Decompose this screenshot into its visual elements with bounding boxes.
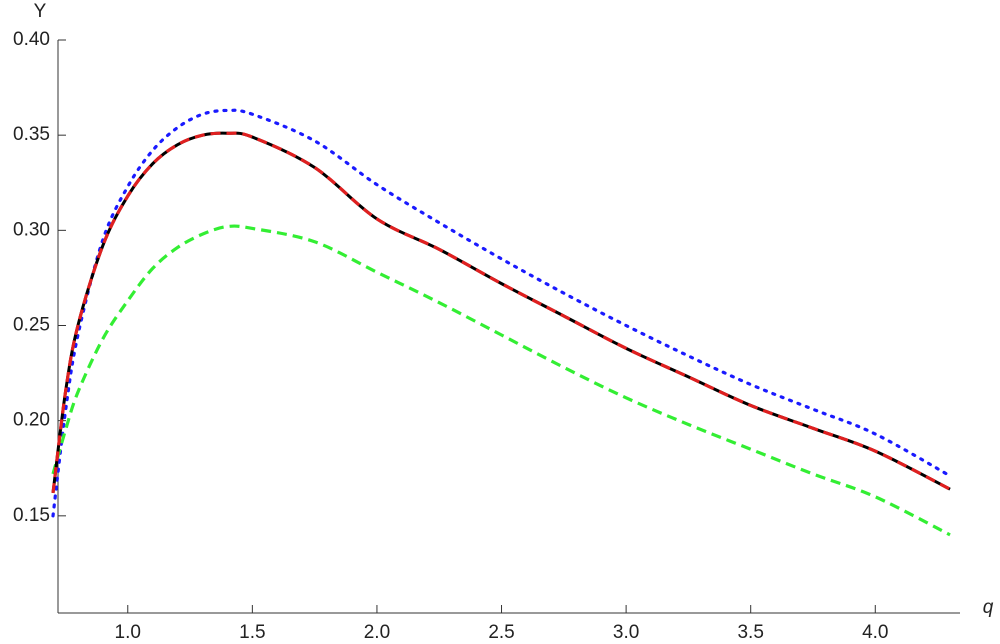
x-tick-label: 4.0 bbox=[862, 622, 888, 643]
y-tick-label: 0.15 bbox=[13, 505, 50, 526]
line-series bbox=[51, 108, 952, 518]
y-tick-label: 0.25 bbox=[13, 315, 50, 336]
x-tick-label: 1.0 bbox=[115, 622, 141, 643]
x-tick-label: 3.0 bbox=[613, 622, 639, 643]
y-tick-label: 0.35 bbox=[13, 124, 50, 145]
line-series bbox=[51, 131, 951, 494]
x-tick-label: 3.5 bbox=[737, 622, 763, 643]
y-axis-label: Y bbox=[34, 1, 47, 22]
y-tick-label: 0.30 bbox=[13, 219, 50, 240]
line-series bbox=[51, 131, 951, 494]
x-tick-label: 2.5 bbox=[488, 622, 514, 643]
line-series bbox=[51, 224, 951, 537]
y-tick-label: 0.40 bbox=[13, 29, 50, 50]
y-tick-label: 0.20 bbox=[13, 410, 50, 431]
x-tick-label: 2.0 bbox=[364, 622, 390, 643]
x-axis-label: q bbox=[983, 597, 994, 618]
x-tick-label: 1.5 bbox=[239, 622, 265, 643]
